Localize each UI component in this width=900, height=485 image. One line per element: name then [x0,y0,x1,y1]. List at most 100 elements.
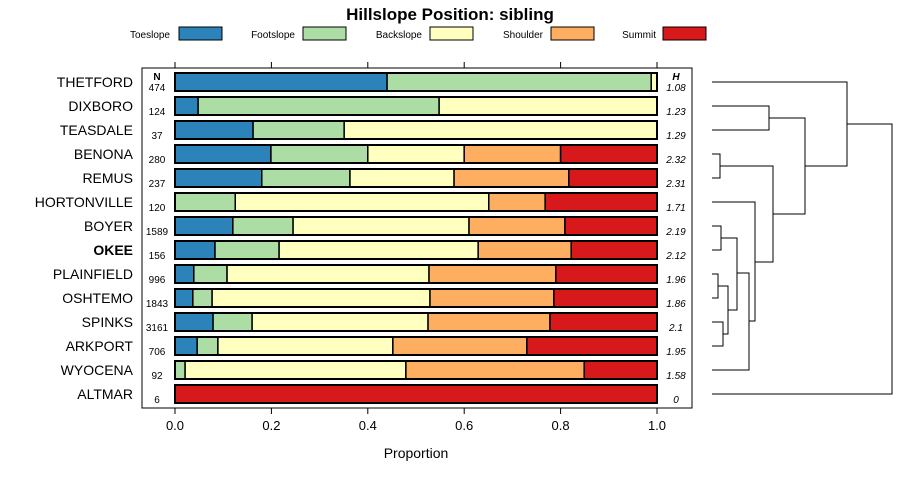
legend-swatch-shoulder [550,26,595,41]
bar-segment-toeslope [174,96,199,116]
category-label: TEASDALE [60,122,133,138]
legend-label: Summit [622,30,656,41]
x-tick-label: 0.6 [455,418,473,433]
bar-segment-backslope [211,288,431,308]
n-value: 996 [149,275,166,286]
bar-row: PLAINFIELD 996 1.96 [53,264,686,286]
bar-segment-toeslope [174,72,388,92]
legend: Toeslope Footslope Backslope Shoulder Summit [130,26,707,41]
legend-label: Backslope [376,30,423,41]
bar-segment-toeslope [174,336,198,356]
legend-swatch-backslope [429,26,474,41]
bar-segment-footslope [386,72,652,92]
bar-outline [174,336,658,356]
bar-row: TEASDALE 37 1.29 [60,120,686,142]
bar-segment-summit [568,168,658,188]
h-value: 1.86 [666,299,686,310]
h-value: 1.23 [666,107,686,118]
bar-outline [174,192,658,212]
bar-segment-backslope [234,192,490,212]
category-label: WYOCENA [61,362,134,378]
bar-segment-shoulder [392,336,528,356]
bar-row: REMUS 237 2.31 [82,168,686,190]
category-label: HORTONVILLE [35,194,133,210]
bar-outline [174,384,658,404]
h-value: 1.95 [666,347,686,358]
bar-row: WYOCENA 92 1.58 [61,360,686,382]
bar-row: DIXBORO 124 1.23 [68,96,686,118]
bar-row: BOYER 1589 2.19 [84,216,686,238]
bar-segment-footslope [192,288,213,308]
bar-segment-shoulder [468,216,566,236]
bar-segment-backslope [278,240,479,260]
n-value: 474 [149,83,166,94]
bar-segment-footslope [270,144,369,164]
n-value: 6 [154,395,160,406]
h-value: 1.58 [666,371,686,382]
bar-row: ALTMAR 6 0 [77,384,679,406]
category-label: THETFORD [57,74,133,90]
category-label: BOYER [84,218,133,234]
h-value: 2.12 [665,251,686,262]
bar-segment-shoulder [477,240,572,260]
n-value: 37 [151,131,163,142]
bar-segment-toeslope [174,312,214,332]
bar-segment-footslope [174,192,236,212]
bar-segment-shoulder [405,360,585,380]
bar-outline [174,120,658,140]
bar-segment-footslope [193,264,228,284]
bar-segment-summit [570,240,658,260]
bar-segment-summit [544,192,658,212]
x-axis-label: Proportion [384,445,449,461]
bar-segment-shoulder [428,264,557,284]
legend-label: Toeslope [130,30,170,41]
chart-title: Hillslope Position: sibling [346,5,554,24]
bar-outline [174,240,658,260]
bar-row: SPINKS 3161 2.1 [82,312,683,334]
bar-row: OSHTEMO 1843 1.86 [62,288,686,310]
h-value: 1.71 [666,203,685,214]
bar-segment-footslope [252,120,345,140]
x-tick-label: 0.0 [166,418,184,433]
bar-row: THETFORD 474 1.08 [57,72,686,94]
h-value: 2.32 [665,155,686,166]
category-label: OKEE [93,242,133,258]
n-value: 706 [149,347,166,358]
h-value: 0 [673,395,679,406]
legend-label: Shoulder [503,30,544,41]
n-header: N [153,72,160,83]
bar-outline [174,168,658,188]
bar-outline [174,264,658,284]
n-value: 156 [149,251,166,262]
bar-outline [174,288,658,308]
bar-row: BENONA 280 2.32 [74,144,686,166]
legend-swatch-summit [662,26,707,41]
plot-panel [141,67,693,409]
bar-segment-toeslope [174,216,234,236]
category-label: SPINKS [82,314,133,330]
h-value: 2.31 [665,179,685,190]
bar-segment-summit [555,264,658,284]
bar-outline [174,312,658,332]
bar-segment-backslope [184,360,407,380]
bar-segment-shoulder [453,168,570,188]
bar-segment-toeslope [174,120,254,140]
bar-segment-backslope [343,120,658,140]
category-label: OSHTEMO [62,290,133,306]
bar-row: HORTONVILLE 120 1.71 [35,192,686,214]
bar-segment-backslope [349,168,455,188]
bar-row: ARKPORT 706 1.95 [66,336,686,358]
bar-segment-toeslope [174,168,263,188]
n-value: 124 [149,107,166,118]
x-tick-label: 0.8 [552,418,570,433]
bar-segment-summit [526,336,658,356]
legend-label: Footslope [251,30,295,41]
n-value: 1843 [146,299,169,310]
x-tick-label: 0.2 [262,418,280,433]
bar-segment-backslope [226,264,430,284]
x-tick-label: 0.4 [359,418,377,433]
bar-segment-summit [583,360,658,380]
n-value: 280 [149,155,166,166]
bar-segment-shoulder [463,144,562,164]
bar-segment-summit [553,288,658,308]
